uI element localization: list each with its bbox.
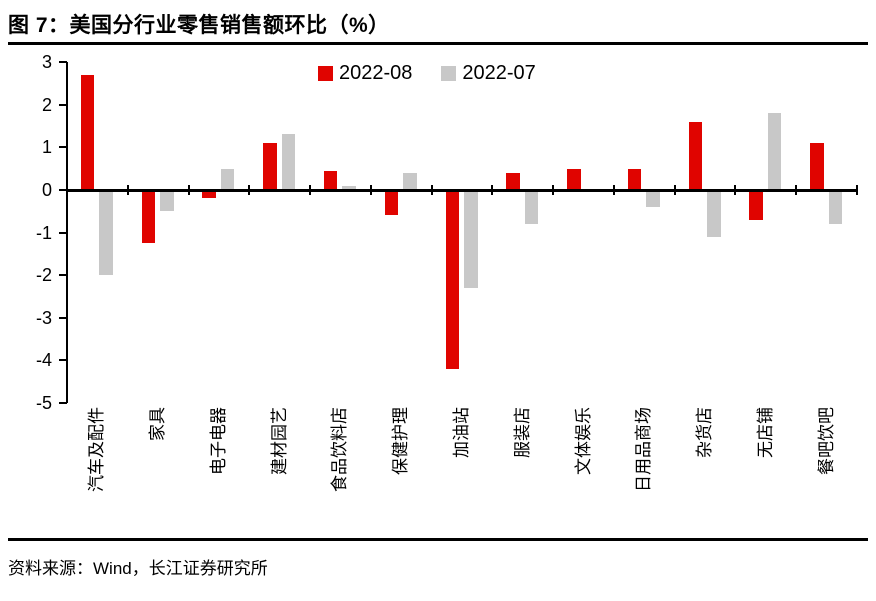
category-label: 无店铺 — [755, 407, 775, 458]
y-axis-tick-label: 3 — [41, 52, 52, 72]
bar-2022-07-汽车及配件 — [99, 189, 113, 276]
y-axis-tick — [59, 359, 67, 362]
category-label-wrap: 无店铺 — [755, 407, 777, 547]
y-axis-tick — [59, 316, 67, 319]
category-label: 加油站 — [452, 407, 471, 458]
category-label: 食品饮料店 — [330, 407, 350, 492]
category-label: 电子电器 — [208, 407, 228, 475]
y-axis-tick — [59, 188, 67, 191]
category-label-wrap: 汽车及配件 — [86, 407, 108, 547]
x-axis-zero-line — [66, 188, 857, 192]
category-label-wrap: 日用品商场 — [633, 407, 655, 547]
bar-2022-08-汽车及配件 — [80, 74, 95, 190]
y-axis-tick-label: 1 — [41, 137, 52, 158]
bar-2022-08-杂货店 — [688, 121, 703, 190]
legend-swatch-gray — [441, 65, 457, 81]
bar-2022-07-建材园艺 — [281, 134, 296, 190]
bar-2022-07-家具 — [160, 189, 174, 212]
y-axis-tick-label: 0 — [41, 179, 52, 200]
y-axis-line — [66, 62, 68, 403]
category-label-wrap: 建材园艺 — [269, 407, 291, 547]
y-axis-tick — [59, 146, 67, 149]
bar-2022-07-保健护理 — [403, 172, 417, 190]
bar-2022-07-服装店 — [524, 189, 539, 224]
category-label: 文体娱乐 — [573, 407, 593, 475]
figure-title: 图 7：美国分行业零售销售额环比（%） — [8, 14, 390, 37]
y-axis-tick-label: -4 — [35, 350, 52, 371]
footer-rule — [8, 538, 868, 541]
bar-2022-08-电子电器 — [202, 189, 216, 199]
category-label-wrap: 加油站 — [451, 407, 473, 547]
bar-2022-08-建材园艺 — [263, 142, 277, 190]
category-label-wrap: 服装店 — [512, 407, 534, 547]
category-label-wrap: 电子电器 — [208, 407, 230, 547]
bar-2022-08-家具 — [141, 189, 156, 244]
bar-2022-07-无店铺 — [767, 113, 782, 190]
bar-2022-08-文体娱乐 — [567, 168, 581, 190]
chart-legend: 2022-08 2022-07 — [318, 63, 536, 83]
y-axis-tick-label: -1 — [35, 222, 52, 243]
legend-item-2022-08: 2022-08 — [318, 63, 412, 83]
category-label: 家具 — [148, 407, 168, 441]
category-label: 保健护理 — [391, 407, 411, 475]
title-underline — [8, 42, 868, 45]
y-axis-tick — [59, 231, 67, 234]
y-axis-tick — [59, 103, 67, 106]
category-label: 建材园艺 — [269, 407, 289, 475]
bar-2022-07-加油站 — [464, 189, 478, 288]
legend-item-2022-07: 2022-07 — [441, 62, 536, 84]
y-axis-tick — [59, 274, 67, 277]
category-label-wrap: 食品饮料店 — [329, 407, 351, 547]
bar-2022-07-杂货店 — [707, 189, 721, 237]
bar-2022-08-加油站 — [445, 189, 459, 369]
bar-2022-08-餐吧饮吧 — [810, 142, 824, 190]
bar-2022-07-电子电器 — [220, 168, 235, 190]
y-axis-tick-label: -3 — [35, 307, 52, 328]
legend-swatch-red — [318, 65, 333, 81]
category-label-wrap: 文体娱乐 — [573, 407, 595, 547]
y-axis-tick-label: -5 — [35, 393, 52, 413]
legend-label-2022-07: 2022-07 — [462, 62, 536, 84]
bar-2022-08-保健护理 — [384, 189, 399, 216]
category-label: 服装店 — [512, 407, 532, 458]
category-label-wrap: 餐吧饮吧 — [816, 407, 838, 547]
bar-2022-08-日用品商场 — [627, 168, 642, 190]
category-label-wrap: 家具 — [147, 407, 169, 547]
bar-2022-08-食品饮料店 — [323, 170, 338, 190]
bar-2022-07-日用品商场 — [646, 189, 660, 207]
category-label: 杂货店 — [695, 407, 715, 458]
x-axis-tick — [856, 185, 858, 195]
y-axis-tick-label: 2 — [41, 94, 52, 115]
category-label: 日用品商场 — [634, 407, 654, 492]
category-label: 餐吧饮吧 — [816, 407, 836, 475]
bar-2022-07-食品饮料店 — [342, 185, 356, 190]
bar-2022-07-餐吧饮吧 — [828, 189, 843, 224]
bar-2022-08-无店铺 — [749, 189, 763, 220]
y-axis-tick-label: -2 — [35, 265, 52, 286]
legend-label-2022-08: 2022-08 — [339, 62, 413, 84]
bar-2022-08-服装店 — [506, 172, 520, 190]
y-axis-tick — [59, 402, 67, 404]
y-axis-tick — [59, 61, 67, 63]
category-label-wrap: 保健护理 — [390, 407, 412, 547]
source-note: 资料来源：Wind，长江证券研究所 — [8, 559, 268, 578]
category-label-wrap: 杂货店 — [694, 407, 716, 547]
category-label: 汽车及配件 — [87, 407, 107, 492]
